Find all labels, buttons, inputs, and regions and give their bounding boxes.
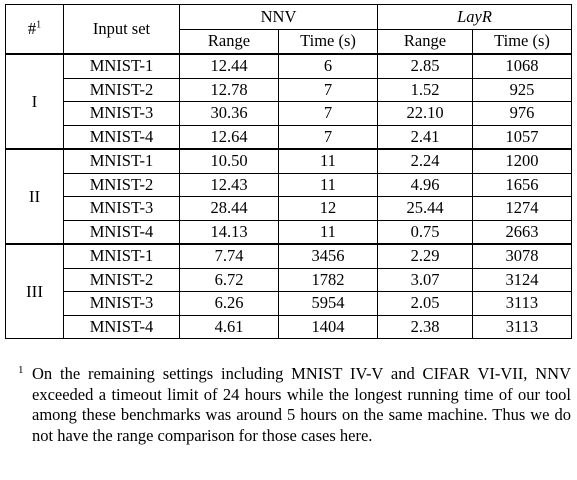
nnv-time-cell: 5954 <box>278 291 378 316</box>
nnv-range-cell: 12.64 <box>179 124 279 150</box>
nnv-time-cell: 11 <box>278 148 378 174</box>
input-set-column-header: Input set <box>63 4 180 55</box>
nnv-range-cell: 12.78 <box>179 77 279 102</box>
layr-time-cell: 1057 <box>472 124 572 150</box>
input-set-cell: MNIST-4 <box>63 124 180 150</box>
input-set-cell: MNIST-3 <box>63 291 180 316</box>
nnv-range-cell: 14.13 <box>179 219 279 245</box>
layr-time-header: Time (s) <box>472 29 572 55</box>
nnv-time-cell: 3456 <box>278 243 378 269</box>
footnote: 1 On the remaining settings including MN… <box>18 364 571 446</box>
table-row: MNIST-4 14.13 11 0.75 2663 <box>6 219 572 245</box>
nnv-time-cell: 11 <box>278 219 378 245</box>
nnv-range-cell: 6.72 <box>179 267 279 292</box>
layr-time-cell: 3113 <box>472 314 572 339</box>
layr-range-cell: 22.10 <box>377 101 473 126</box>
input-set-cell: MNIST-2 <box>63 77 180 102</box>
nnv-range-cell: 30.36 <box>179 101 279 126</box>
layr-time-cell: 1656 <box>472 172 572 197</box>
index-column-header: #1 <box>5 4 64 55</box>
layr-time-cell: 976 <box>472 101 572 126</box>
nnv-time-cell: 7 <box>278 124 378 150</box>
layr-time-cell: 1068 <box>472 53 572 79</box>
group-label: III <box>5 243 64 339</box>
layr-range-cell: 2.38 <box>377 314 473 339</box>
nnv-range-cell: 10.50 <box>179 148 279 174</box>
layr-range-cell: 4.96 <box>377 172 473 197</box>
input-set-cell: MNIST-1 <box>63 148 180 174</box>
input-set-cell: MNIST-2 <box>63 172 180 197</box>
input-set-cell: MNIST-3 <box>63 101 180 126</box>
layr-range-cell: 2.29 <box>377 243 473 269</box>
layr-range-cell: 1.52 <box>377 77 473 102</box>
footnote-marker: 1 <box>36 19 42 31</box>
nnv-range-cell: 12.43 <box>179 172 279 197</box>
table-row: MNIST-3 28.44 12 25.44 1274 <box>6 196 572 221</box>
layr-time-cell: 1274 <box>472 196 572 221</box>
table-row: III MNIST-1 7.74 3456 2.29 3078 <box>5 243 572 339</box>
table-row: MNIST-2 6.72 1782 3.07 3124 <box>6 267 572 292</box>
header-row-top: #1 Input set NNV LayR <box>5 4 572 55</box>
nnv-range-cell: 12.44 <box>179 53 279 79</box>
layr-time-cell: 2663 <box>472 219 572 245</box>
nnv-time-cell: 6 <box>278 53 378 79</box>
input-set-cell: MNIST-3 <box>63 196 180 221</box>
input-set-cell: MNIST-2 <box>63 267 180 292</box>
layr-group-header: LayR <box>377 4 572 30</box>
input-set-cell: MNIST-4 <box>63 219 180 245</box>
layr-time-cell: 3113 <box>472 291 572 316</box>
input-set-cell: MNIST-4 <box>63 314 180 339</box>
nnv-range-cell: 28.44 <box>179 196 279 221</box>
nnv-time-cell: 1404 <box>278 314 378 339</box>
nnv-range-cell: 7.74 <box>179 243 279 269</box>
header-row-sub: Range Time (s) Range Time (s) <box>6 29 572 55</box>
table-row: MNIST-3 30.36 7 22.10 976 <box>6 101 572 126</box>
footnote-number: 1 <box>18 364 24 376</box>
table-body: I MNIST-1 12.44 6 2.85 1068 MNIST-2 12.78 7 1.52 9… <box>5 53 572 339</box>
layr-time-cell: 3124 <box>472 267 572 292</box>
table-row: II MNIST-1 10.50 11 2.24 1200 <box>5 148 572 245</box>
nnv-range-cell: 4.61 <box>179 314 279 339</box>
layr-range-cell: 3.07 <box>377 267 473 292</box>
layr-range-cell: 2.05 <box>377 291 473 316</box>
layr-range-cell: 2.24 <box>377 148 473 174</box>
table-row: MNIST-4 4.61 1404 2.38 3113 <box>6 314 572 339</box>
layr-time-cell: 1200 <box>472 148 572 174</box>
table-row: I MNIST-1 12.44 6 2.85 1068 <box>5 53 572 150</box>
layr-time-cell: 925 <box>472 77 572 102</box>
nnv-time-cell: 7 <box>278 77 378 102</box>
nnv-group-header: NNV <box>179 4 378 30</box>
table-row: MNIST-2 12.43 11 4.96 1656 <box>6 172 572 197</box>
table-row: MNIST-4 12.64 7 2.41 1057 <box>6 124 572 150</box>
nnv-range-cell: 6.26 <box>179 291 279 316</box>
results-table: #1 Input set NNV LayR Range Time (s) Ran… <box>5 4 572 339</box>
layr-range-cell: 2.85 <box>377 53 473 79</box>
input-set-cell: MNIST-1 <box>63 53 180 79</box>
layr-range-cell: 2.41 <box>377 124 473 150</box>
footnote-text: On the remaining settings including MNIS… <box>32 364 571 445</box>
nnv-time-header: Time (s) <box>278 29 378 55</box>
layr-range-cell: 25.44 <box>377 196 473 221</box>
table-row: MNIST-3 6.26 5954 2.05 3113 <box>6 291 572 316</box>
group-label: II <box>5 148 64 245</box>
nnv-time-cell: 1782 <box>278 267 378 292</box>
nnv-time-cell: 7 <box>278 101 378 126</box>
nnv-time-cell: 11 <box>278 172 378 197</box>
input-set-cell: MNIST-1 <box>63 243 180 269</box>
nnv-range-header: Range <box>179 29 279 55</box>
layr-range-cell: 0.75 <box>377 219 473 245</box>
table-row: MNIST-2 12.78 7 1.52 925 <box>6 77 572 102</box>
nnv-time-cell: 12 <box>278 196 378 221</box>
layr-time-cell: 3078 <box>472 243 572 269</box>
group-label: I <box>5 53 64 150</box>
layr-range-header: Range <box>377 29 473 55</box>
